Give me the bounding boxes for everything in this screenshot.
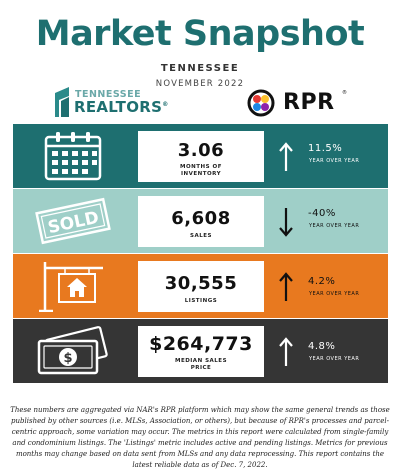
realtors-mark-icon (55, 87, 69, 117)
metric-label-line: MONTHS OF (180, 164, 222, 170)
change-label: YEAR OVER YEAR (309, 356, 360, 362)
money-icon: $ (37, 326, 108, 375)
metric-value: $264,773 (149, 333, 253, 355)
metric-value: 6,608 (171, 208, 231, 229)
tennessee-realtors-logo: TENNESSEE REALTORS® (55, 85, 168, 119)
tennessee-text: TENNESSEE (75, 89, 142, 100)
metric-label-line: SALES (190, 233, 212, 239)
sold-stamp-text: SOLD (46, 208, 101, 238)
page-title: Market Snapshot (35, 14, 365, 54)
metric-card: 6,608 SALES (138, 196, 264, 247)
change-percent: -40% (308, 208, 336, 219)
rpr-logo: RPR ® (246, 88, 356, 118)
realtors-word: REALTORS (74, 98, 163, 116)
report-date: NOVEMBER 2022 (155, 79, 245, 89)
arrow-down-icon (279, 208, 293, 237)
arrow-up-icon (279, 142, 293, 171)
change-percent: 4.2% (308, 276, 336, 287)
icon-area (25, 260, 115, 312)
metric-label-line: INVENTORY (180, 171, 222, 177)
metric-value: 3.06 (177, 140, 225, 161)
metric-label: MEDIAN SALES PRICE (138, 358, 264, 372)
realtors-text: REALTORS® (74, 98, 169, 116)
metric-row-sales: SOLD 6,608 SALES -40% YEAR OVER YEAR (13, 189, 388, 253)
arrow-up-icon (279, 337, 293, 366)
metric-label-line: LISTINGS (184, 298, 218, 304)
metric-label: LISTINGS (138, 298, 264, 305)
metric-row-median-price: $ $264,773 MEDIAN SALES PRICE 4.8% YEAR … (13, 319, 388, 383)
metric-row-listings: 30,555 LISTINGS 4.2% YEAR OVER YEAR (13, 254, 388, 318)
icon-area (25, 130, 115, 182)
metric-label: SALES (138, 233, 264, 240)
svg-text:$: $ (63, 351, 72, 366)
icon-area: SOLD (25, 195, 115, 247)
disclaimer-text: These numbers are aggregated via NAR's R… (10, 406, 390, 469)
change-percent: 11.5% (308, 143, 343, 154)
metric-label: MONTHS OF INVENTORY (138, 164, 264, 178)
metric-value: 30,555 (164, 273, 238, 294)
change-label: YEAR OVER YEAR (309, 158, 360, 164)
icon-area: $ (25, 325, 115, 377)
change-percent: 4.8% (308, 341, 336, 352)
state-label: TENNESSEE (160, 63, 240, 74)
change-label: YEAR OVER YEAR (309, 223, 360, 229)
arrow-up-icon (279, 272, 293, 301)
metric-label-line: MEDIAN SALES (174, 358, 228, 364)
rpr-trademark: ® (342, 90, 347, 96)
metric-card: $264,773 MEDIAN SALES PRICE (138, 326, 264, 377)
change-label: YEAR OVER YEAR (309, 291, 360, 297)
calendar-icon (44, 132, 102, 181)
sold-stamp-icon: SOLD (35, 197, 111, 245)
rpr-circles-icon (247, 89, 275, 117)
metric-card: 30,555 LISTINGS (138, 261, 264, 312)
rpr-text: RPR (283, 90, 335, 115)
house-sign-icon (39, 262, 103, 312)
realtors-trademark: ® (162, 101, 169, 108)
metric-card: 3.06 MONTHS OF INVENTORY (138, 131, 264, 182)
metric-row-inventory: 3.06 MONTHS OF INVENTORY 11.5% YEAR OVER… (13, 124, 388, 188)
metric-label-line: PRICE (190, 365, 212, 371)
